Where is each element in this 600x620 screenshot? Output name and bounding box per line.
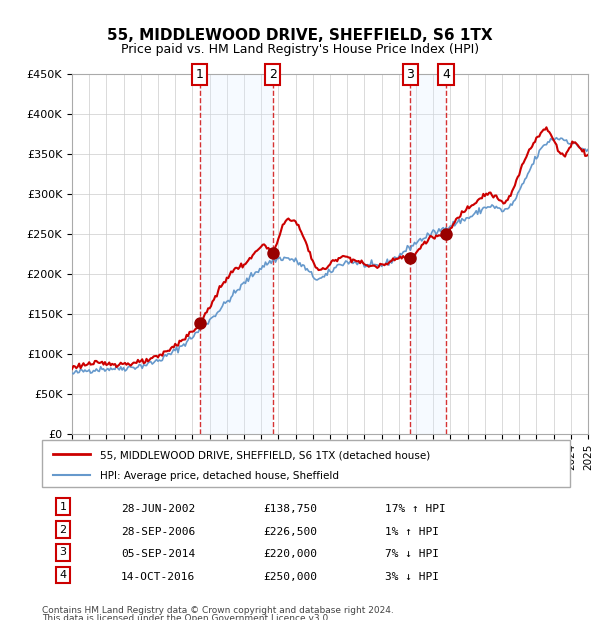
Text: 1: 1 [59, 502, 67, 512]
Text: £250,000: £250,000 [264, 572, 318, 582]
Bar [200, 74, 272, 434]
Text: HPI: Average price, detached house, Sheffield: HPI: Average price, detached house, Shef… [100, 471, 339, 481]
Text: 4: 4 [59, 570, 67, 580]
Text: £138,750: £138,750 [264, 504, 318, 514]
FancyBboxPatch shape [42, 440, 570, 487]
Text: 3: 3 [406, 68, 414, 81]
Text: 2: 2 [269, 68, 277, 81]
Bar [410, 74, 446, 434]
Text: This data is licensed under the Open Government Licence v3.0.: This data is licensed under the Open Gov… [42, 614, 331, 620]
Text: 7% ↓ HPI: 7% ↓ HPI [385, 549, 439, 559]
Text: 28-SEP-2006: 28-SEP-2006 [121, 526, 196, 536]
Text: 28-JUN-2002: 28-JUN-2002 [121, 504, 196, 514]
Text: £220,000: £220,000 [264, 549, 318, 559]
Text: 3% ↓ HPI: 3% ↓ HPI [385, 572, 439, 582]
Text: 14-OCT-2016: 14-OCT-2016 [121, 572, 196, 582]
Text: 1% ↑ HPI: 1% ↑ HPI [385, 526, 439, 536]
Text: 55, MIDDLEWOOD DRIVE, SHEFFIELD, S6 1TX: 55, MIDDLEWOOD DRIVE, SHEFFIELD, S6 1TX [107, 28, 493, 43]
Text: 3: 3 [59, 547, 67, 557]
Text: 55, MIDDLEWOOD DRIVE, SHEFFIELD, S6 1TX (detached house): 55, MIDDLEWOOD DRIVE, SHEFFIELD, S6 1TX … [100, 450, 430, 460]
Text: 05-SEP-2014: 05-SEP-2014 [121, 549, 196, 559]
Text: £226,500: £226,500 [264, 526, 318, 536]
Text: Price paid vs. HM Land Registry's House Price Index (HPI): Price paid vs. HM Land Registry's House … [121, 43, 479, 56]
Text: Contains HM Land Registry data © Crown copyright and database right 2024.: Contains HM Land Registry data © Crown c… [42, 606, 394, 616]
Text: 4: 4 [442, 68, 450, 81]
Text: 1: 1 [196, 68, 203, 81]
Text: 17% ↑ HPI: 17% ↑ HPI [385, 504, 446, 514]
Text: 2: 2 [59, 525, 67, 534]
